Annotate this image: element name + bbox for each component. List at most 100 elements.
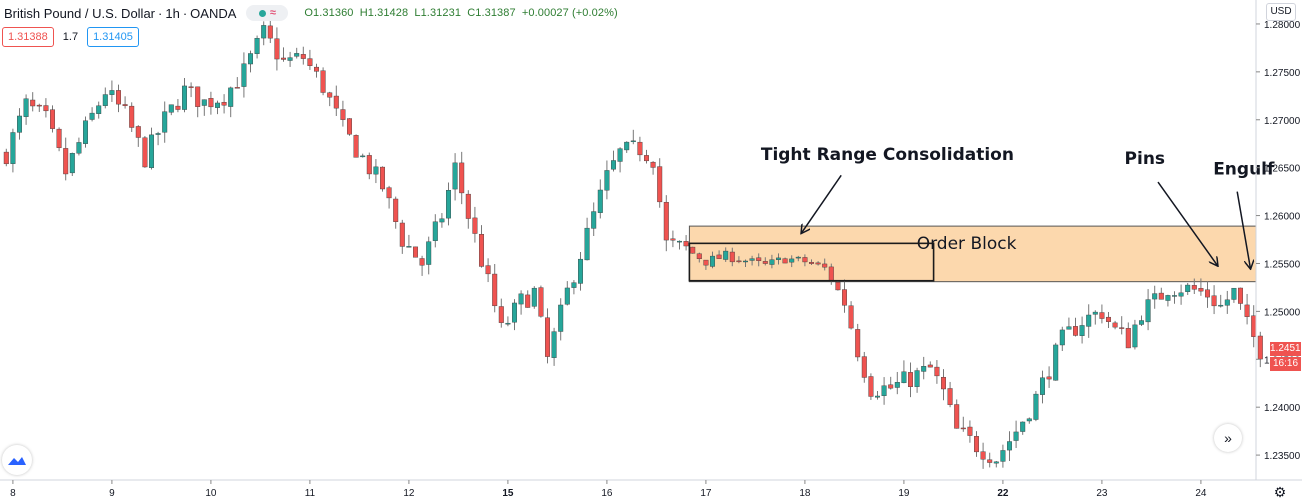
candle-body xyxy=(927,364,933,368)
candle-body xyxy=(710,255,716,267)
price-tick-label: 1.26000 xyxy=(1264,212,1301,223)
candle xyxy=(23,94,29,125)
candle-body xyxy=(901,371,907,384)
scroll-to-realtime-button[interactable]: » xyxy=(1214,424,1242,452)
gear-icon[interactable]: ⚙ xyxy=(1273,484,1287,500)
price-tick-label: 1.25000 xyxy=(1264,307,1301,318)
candle-body xyxy=(1059,329,1065,346)
candle xyxy=(1026,417,1032,424)
candle-body xyxy=(1191,285,1197,290)
candle-body xyxy=(868,376,874,397)
candle xyxy=(96,101,102,119)
candle xyxy=(875,390,881,400)
candle xyxy=(294,47,300,59)
candle-body xyxy=(611,160,617,170)
order-block-zone xyxy=(688,225,1257,283)
candle xyxy=(181,78,187,113)
candle xyxy=(102,87,108,109)
candles xyxy=(3,17,1263,469)
candle-body xyxy=(993,461,999,464)
price-tick-label: 1.27500 xyxy=(1264,68,1301,79)
candle xyxy=(894,371,900,395)
candle-body xyxy=(762,261,768,264)
candle xyxy=(492,264,498,313)
candle-body xyxy=(254,38,260,54)
candle xyxy=(769,254,775,269)
candle-body xyxy=(875,395,881,398)
candle xyxy=(281,47,287,62)
candle xyxy=(538,285,544,318)
candle xyxy=(604,160,610,200)
annotations: Order Block Tight Range Consolidation Pins… xyxy=(688,145,1275,282)
candle xyxy=(611,150,617,172)
candle-body xyxy=(168,104,174,113)
currency-button[interactable]: USD xyxy=(1266,3,1296,21)
candle-body xyxy=(531,287,537,307)
candle-body xyxy=(848,305,854,329)
candle-body xyxy=(650,161,656,168)
candle xyxy=(208,91,214,115)
candle xyxy=(221,94,227,114)
candle xyxy=(1145,289,1151,331)
candle-body xyxy=(3,151,9,165)
tradingview-logo-icon xyxy=(8,457,26,465)
countdown-label: 16:16 xyxy=(1270,357,1301,371)
candle-body xyxy=(538,287,544,317)
candle-body xyxy=(175,105,181,110)
candle xyxy=(188,82,194,98)
candle xyxy=(1257,331,1263,368)
time-tick-label: 10 xyxy=(205,488,217,499)
candle xyxy=(300,46,306,65)
candle xyxy=(1158,287,1164,300)
buy-button[interactable]: 1.31405 xyxy=(87,27,139,47)
candle-body xyxy=(36,104,42,107)
candle xyxy=(485,258,491,283)
tradingview-logo[interactable] xyxy=(2,445,32,475)
candle-body xyxy=(241,63,247,87)
candle-body xyxy=(360,155,366,158)
candle-body xyxy=(320,70,326,93)
candle xyxy=(776,253,782,265)
candle-body xyxy=(630,140,636,143)
candle xyxy=(175,99,181,113)
candle xyxy=(795,255,801,262)
candle-body xyxy=(465,193,471,219)
candle-body xyxy=(1125,328,1131,349)
candle-body xyxy=(498,306,504,323)
candle xyxy=(1125,322,1131,349)
candle xyxy=(855,323,861,362)
candle-body xyxy=(1132,324,1138,348)
candle xyxy=(419,255,425,276)
candle-body xyxy=(1185,284,1191,292)
candle xyxy=(274,27,280,71)
sell-button[interactable]: 1.31388 xyxy=(2,27,54,47)
candle xyxy=(30,92,36,112)
symbol-name[interactable]: British Pound / U.S. Dollar xyxy=(4,5,156,21)
candle-body xyxy=(23,98,29,117)
candle-body xyxy=(1000,450,1006,462)
candle xyxy=(314,63,320,78)
candle xyxy=(861,351,867,383)
candle-body xyxy=(155,133,161,135)
price-tick-label: 1.27000 xyxy=(1264,116,1301,127)
candle xyxy=(426,236,432,275)
candle xyxy=(360,153,366,158)
candle-body xyxy=(188,86,194,88)
candle xyxy=(1211,285,1217,315)
candle xyxy=(696,252,702,263)
symbol-header: British Pound / U.S. Dollar · 1h · OANDA… xyxy=(4,4,621,22)
candle-body xyxy=(967,426,973,436)
candle-body xyxy=(663,201,669,241)
candle xyxy=(729,247,735,267)
market-status-toggle[interactable]: ≈ xyxy=(246,5,289,21)
candle-body xyxy=(1053,344,1059,381)
double-chevron-right-icon: » xyxy=(1224,430,1232,446)
time-tick-label: 23 xyxy=(1096,488,1108,499)
candle xyxy=(525,290,531,308)
candle xyxy=(1046,366,1052,388)
candle-body xyxy=(789,258,795,263)
time-tick-label: 11 xyxy=(305,488,316,499)
low-value: L1.31231 xyxy=(414,7,462,19)
interval[interactable]: 1h xyxy=(165,5,180,21)
